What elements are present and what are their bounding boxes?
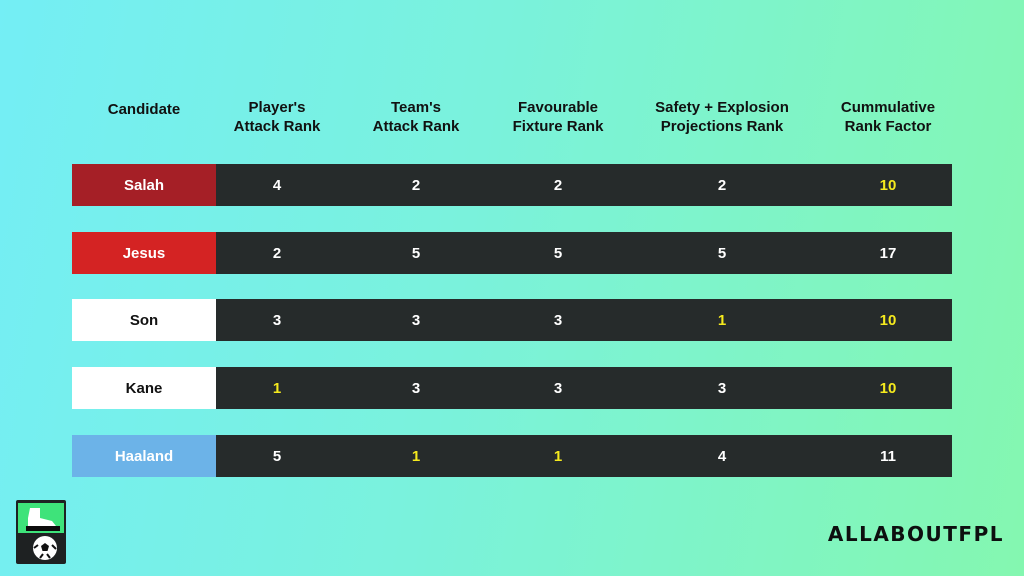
cell-player-attack: 3 — [272, 311, 282, 329]
cell-cumulative: 11 — [880, 447, 896, 465]
cell-fixture: 1 — [553, 447, 563, 465]
cell-cumulative: 17 — [879, 244, 897, 262]
cell-team-attack: 2 — [411, 176, 421, 194]
table-row: Son 3 3 3 1 10 — [72, 299, 952, 341]
cell-cumulative: 10 — [879, 176, 897, 194]
cell-team-attack: 3 — [411, 311, 421, 329]
cell-fixture: 5 — [553, 244, 563, 262]
cell-team-attack: 5 — [411, 244, 421, 262]
candidate-name: Jesus — [72, 232, 216, 274]
logo — [16, 500, 66, 564]
header-candidate: Candidate — [107, 101, 181, 118]
candidate-name: Salah — [72, 164, 216, 206]
cell-cumulative: 10 — [879, 379, 897, 397]
table-row: Kane 1 3 3 3 10 — [72, 367, 952, 409]
boot-and-football-icon — [18, 503, 64, 560]
header-player-attack-rank: Player's Attack Rank — [233, 99, 321, 135]
cell-team-attack: 3 — [411, 379, 421, 397]
cell-team-attack: 1 — [411, 447, 421, 465]
cell-player-attack: 5 — [272, 447, 282, 465]
candidate-name: Son — [72, 299, 216, 341]
cell-safety: 2 — [717, 176, 727, 194]
header-safety-explosion-rank: Safety + Explosion Projections Rank — [655, 99, 789, 135]
header-cumulative-rank-factor: Cummulative Rank Factor — [840, 99, 936, 135]
header-team-attack-rank: Team's Attack Rank — [372, 99, 460, 135]
table-row: Salah 4 2 2 2 10 — [72, 164, 952, 206]
table-header: Candidate Player's Attack Rank Team's At… — [72, 98, 952, 142]
header-fixture-rank: Favourable Fixture Rank — [512, 99, 604, 135]
cell-player-attack: 2 — [272, 244, 282, 262]
cell-cumulative: 10 — [879, 311, 897, 329]
cell-safety: 3 — [717, 379, 727, 397]
candidate-name: Kane — [72, 367, 216, 409]
cell-fixture: 2 — [553, 176, 563, 194]
cell-fixture: 3 — [553, 311, 563, 329]
candidate-name: Haaland — [72, 435, 216, 477]
cell-fixture: 3 — [553, 379, 563, 397]
table-row: Jesus 2 5 5 5 17 — [72, 232, 952, 274]
table-row: Haaland 5 1 1 4 11 — [72, 435, 952, 477]
cell-player-attack: 4 — [272, 176, 282, 194]
brand-wordmark: ALLABOUTFPL — [827, 522, 1004, 546]
cell-player-attack: 1 — [272, 379, 282, 397]
cell-safety: 4 — [717, 447, 727, 465]
cell-safety: 5 — [717, 244, 727, 262]
cell-safety: 1 — [717, 311, 727, 329]
